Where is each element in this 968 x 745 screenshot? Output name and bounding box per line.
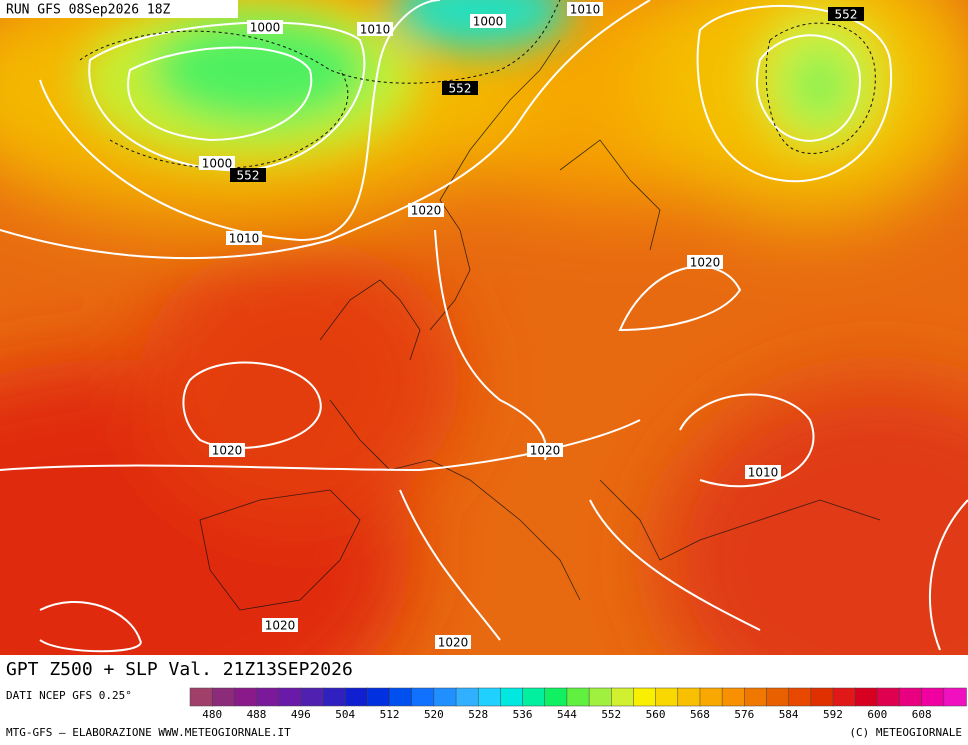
- color-swatch: [278, 687, 302, 707]
- color-swatch: [566, 687, 590, 707]
- color-swatch: [611, 687, 635, 707]
- color-swatch: [633, 687, 657, 707]
- colorbar-tick-label: 608: [912, 708, 932, 721]
- isobar-label: 1010: [748, 466, 779, 480]
- label-box: [226, 231, 262, 245]
- isobar-label: 1020: [265, 619, 296, 633]
- colorbar-tick-label: 536: [513, 708, 533, 721]
- colorbar-tick-label: 528: [468, 708, 488, 721]
- isobar-label: 552: [449, 82, 472, 96]
- color-swatch: [788, 687, 812, 707]
- color-swatch: [921, 687, 945, 707]
- color-swatch: [322, 687, 346, 707]
- color-swatch: [588, 687, 613, 707]
- label-box: [527, 443, 563, 457]
- color-swatch: [899, 687, 923, 707]
- source-label: DATI NCEP GFS 0.25°: [6, 689, 132, 702]
- label-box: [357, 22, 393, 36]
- isobar-label: 1000: [250, 21, 281, 35]
- color-swatch: [943, 687, 967, 707]
- isobar-label: 1010: [360, 23, 391, 37]
- color-swatch: [433, 687, 457, 707]
- isobar-label: 1010: [570, 3, 601, 17]
- color-swatch: [721, 687, 746, 707]
- isobar-label: 1010: [229, 232, 260, 246]
- credit-right: (C) METEOGIORNALE: [849, 726, 962, 739]
- color-swatch: [677, 687, 701, 707]
- label-box: [442, 81, 478, 95]
- label-box: [828, 7, 864, 21]
- label-box: [262, 618, 298, 632]
- colorbar-tick-label: 512: [380, 708, 400, 721]
- colorbar-tick-label: 544: [557, 708, 577, 721]
- colorbar-tick-label: 480: [202, 708, 222, 721]
- isobar-label: 552: [237, 169, 260, 183]
- label-box: [745, 465, 781, 479]
- color-swatch: [234, 687, 258, 707]
- color-swatch: [766, 687, 790, 707]
- isobar-label: 1020: [411, 204, 442, 218]
- label-box: [567, 2, 603, 16]
- colorbar-tick-label: 560: [646, 708, 666, 721]
- label-box: [470, 14, 506, 28]
- colorbar-tick-label: 496: [291, 708, 311, 721]
- color-swatch: [411, 687, 435, 707]
- colorbar-tick-label: 600: [867, 708, 887, 721]
- color-swatch: [455, 687, 479, 707]
- colorbar-tick-label: 488: [247, 708, 267, 721]
- run-box: [0, 0, 238, 18]
- label-box: [247, 20, 283, 34]
- isobar-label: 1020: [212, 444, 243, 458]
- geopotential-552: [79, 0, 876, 169]
- color-swatch: [544, 687, 568, 707]
- color-swatch: [256, 687, 280, 707]
- color-swatch: [500, 687, 524, 707]
- map-title: GPT Z500 + SLP Val. 21Z13SEP2026: [6, 659, 353, 680]
- colorbar-tick-label: 504: [335, 708, 355, 721]
- colorbar-tick-label: 576: [734, 708, 754, 721]
- coastlines: [199, 39, 881, 611]
- label-box: [408, 203, 444, 217]
- run-label: RUN GFS 08Sep2026 18Z: [6, 3, 171, 18]
- isobar-label: 1000: [202, 157, 233, 171]
- credit-left: MTG-GFS — ELABORAZIONE WWW.METEOGIORNALE…: [6, 726, 291, 739]
- color-swatch: [189, 687, 213, 707]
- colorbar-tick-label: 520: [424, 708, 444, 721]
- isobar-label: 1020: [438, 636, 469, 650]
- isobar-label: 1020: [530, 444, 561, 458]
- color-swatch: [367, 687, 391, 707]
- color-swatch: [522, 687, 546, 707]
- color-swatch: [744, 687, 768, 707]
- color-swatch: [300, 687, 324, 707]
- color-swatch: [699, 687, 723, 707]
- color-swatch: [832, 687, 856, 707]
- colorbar-tick-label: 552: [601, 708, 621, 721]
- color-swatch: [344, 687, 369, 707]
- label-box: [687, 255, 723, 269]
- label-box: [209, 443, 245, 457]
- color-swatch: [655, 687, 679, 707]
- isobar-label: 1020: [690, 256, 721, 270]
- colorbar-tick-label: 568: [690, 708, 710, 721]
- color-swatch: [877, 687, 901, 707]
- title-box: [0, 656, 414, 684]
- isobar-label: 552: [835, 8, 858, 22]
- label-box: [199, 156, 235, 170]
- label-box: [230, 168, 266, 182]
- color-swatch: [389, 687, 413, 707]
- color-swatch: [477, 687, 502, 707]
- colorbar-tick-label: 592: [823, 708, 843, 721]
- isobar-label: 1000: [473, 15, 504, 29]
- colorbar-tick-label: 584: [779, 708, 799, 721]
- isobars: [0, 0, 968, 653]
- color-swatch: [810, 687, 834, 707]
- label-box: [435, 635, 471, 649]
- color-swatch: [854, 687, 879, 707]
- color-swatch: [211, 687, 236, 707]
